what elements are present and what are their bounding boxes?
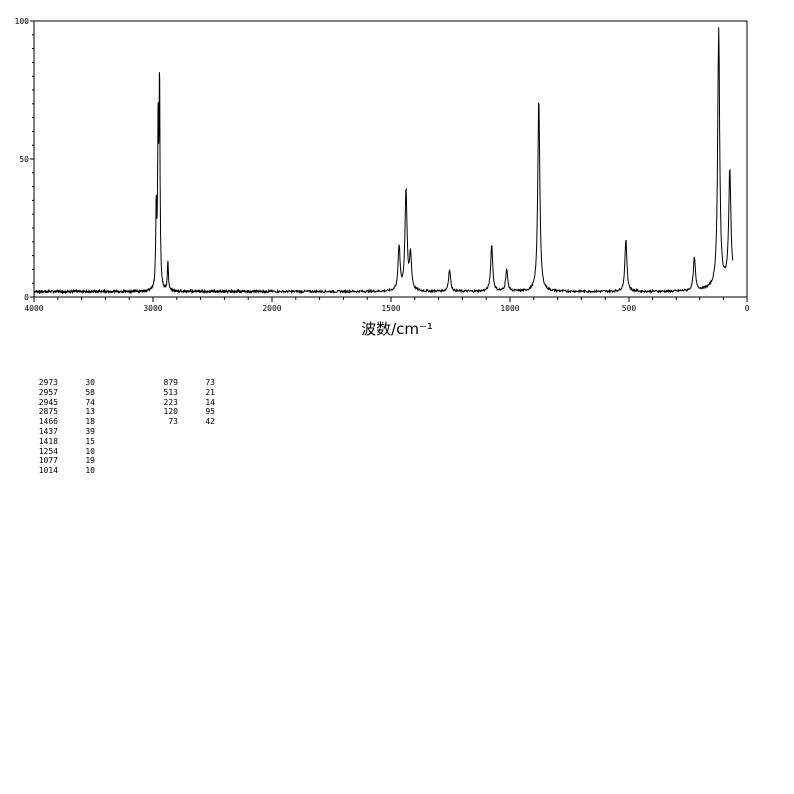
peak-intensity: 39 <box>85 426 95 436</box>
peak-intensity: 10 <box>85 446 95 456</box>
x-axis-title: 波数/cm⁻¹ <box>361 320 433 338</box>
peak-wavenumber: 1466 <box>38 417 58 427</box>
x-tick-label: 4000 <box>24 304 43 313</box>
peak-wavenumber: 1077 <box>38 456 58 466</box>
x-tick-label: 500 <box>622 304 637 313</box>
peak-row: 2945 74 <box>30 398 95 408</box>
x-tick-label: 0 <box>745 304 750 313</box>
peak-wavenumber: 1014 <box>38 466 58 476</box>
peak-wavenumber: 2973 <box>38 378 58 387</box>
peak-row: 2875 13 <box>30 407 95 417</box>
peak-intensity: 14 <box>205 397 215 407</box>
peak-intensity: 73 <box>205 378 215 387</box>
peak-row: 1014 10 <box>30 466 95 476</box>
peak-intensity: 18 <box>85 417 95 427</box>
peak-table-right: 879 73 513 21 223 14 120 95 73 42 <box>150 378 215 427</box>
peak-intensity: 13 <box>85 407 95 417</box>
peak-row: 1418 15 <box>30 437 95 447</box>
peak-row: 223 14 <box>150 398 215 408</box>
peak-table-left: 2973 30 2957 58 2945 74 2875 13 1466 18 1437 39 1418… <box>30 378 95 476</box>
peak-intensity: 58 <box>85 387 95 397</box>
peak-wavenumber: 2945 <box>38 397 58 407</box>
peak-row: 120 95 <box>150 407 215 417</box>
peak-wavenumber: 223 <box>163 397 178 407</box>
peak-wavenumber: 1418 <box>38 436 58 446</box>
peak-wavenumber: 513 <box>163 387 178 397</box>
peak-wavenumber: 120 <box>163 407 178 417</box>
peak-row: 1466 18 <box>30 417 95 427</box>
peak-row: 879 73 <box>150 378 215 388</box>
x-tick-label: 1000 <box>500 304 519 313</box>
y-tick-label: 0 <box>24 293 29 302</box>
peak-row: 2973 30 <box>30 378 95 388</box>
peak-wavenumber: 73 <box>168 417 178 427</box>
peak-intensity: 10 <box>85 466 95 476</box>
peak-intensity: 15 <box>85 436 95 446</box>
peak-wavenumber: 1254 <box>38 446 58 456</box>
peak-wavenumber: 879 <box>163 378 178 387</box>
peak-row: 513 21 <box>150 388 215 398</box>
peak-intensity: 19 <box>85 456 95 466</box>
peak-intensity: 74 <box>85 397 95 407</box>
x-tick-label: 2000 <box>262 304 281 313</box>
y-tick-label: 50 <box>19 155 29 164</box>
peak-intensity: 42 <box>205 417 215 427</box>
x-tick-label: 1500 <box>381 304 400 313</box>
peak-intensity: 95 <box>205 407 215 417</box>
plot-frame <box>33 20 748 298</box>
peak-wavenumber: 1437 <box>38 426 58 436</box>
peak-row: 2957 58 <box>30 388 95 398</box>
peak-intensity: 21 <box>205 387 215 397</box>
x-tick-label: 3000 <box>143 304 162 313</box>
peak-wavenumber: 2957 <box>38 387 58 397</box>
y-axis: 0 50 100 <box>15 17 34 302</box>
x-axis: 4000 3000 2000 1500 1000 500 0 <box>24 297 750 313</box>
peak-wavenumber: 2875 <box>38 407 58 417</box>
y-tick-label: 100 <box>15 17 30 26</box>
spectrum-line <box>33 27 734 295</box>
peak-row: 73 42 <box>150 417 215 427</box>
peak-row: 1077 19 <box>30 456 95 466</box>
spectrum-chart: 0 50 100 4000 3000 2000 1500 1000 500 0 <box>15 17 750 313</box>
peak-row: 1437 39 <box>30 427 95 437</box>
peak-intensity: 30 <box>85 378 95 387</box>
peak-row: 1254 10 <box>30 447 95 457</box>
